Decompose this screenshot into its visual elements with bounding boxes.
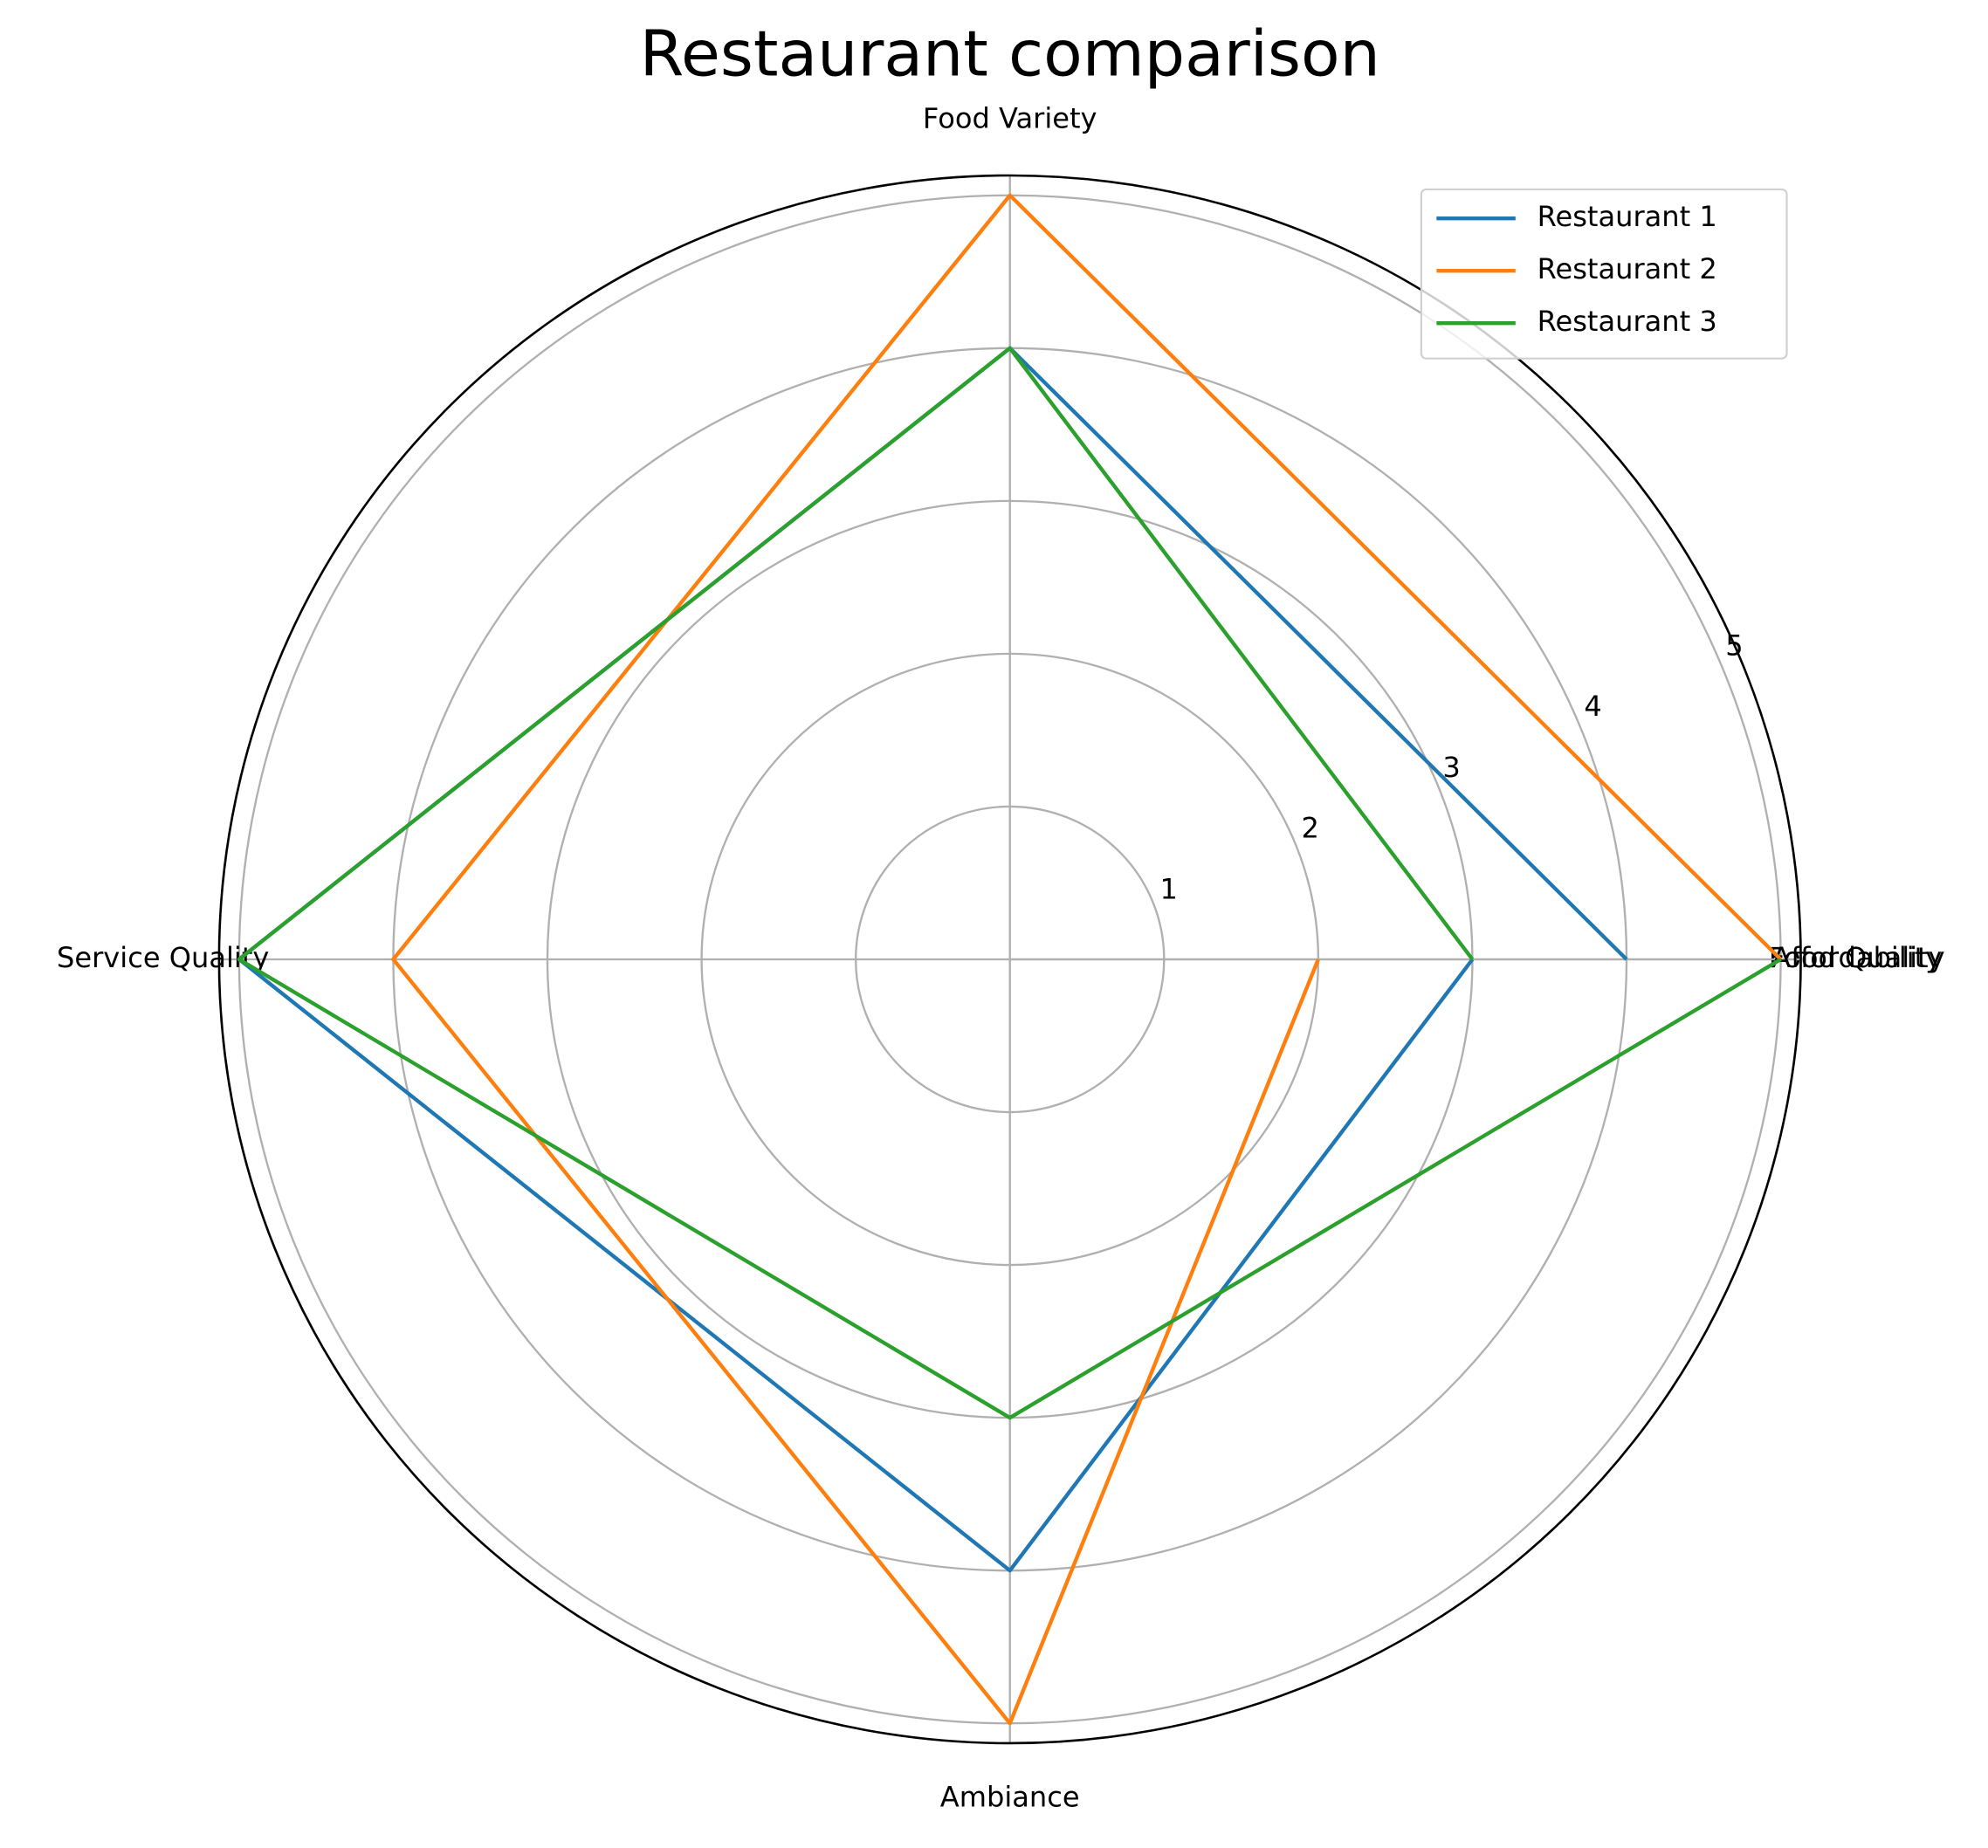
legend-label: Restaurant 1 (1537, 200, 1717, 233)
r-tick-label: 3 (1442, 751, 1460, 784)
category-label: Food Variety (923, 101, 1097, 134)
series-line (237, 346, 1782, 1420)
legend-frame (1420, 188, 1788, 360)
chart-title: Restaurant comparison (640, 18, 1380, 92)
category-label: Ambiance (940, 1781, 1080, 1814)
r-tick-label: 1 (1160, 873, 1178, 906)
legend: Restaurant 1 Restaurant 2 Restaurant 3 (1420, 188, 1788, 360)
legend-label: Restaurant 2 (1537, 252, 1717, 285)
category-label: Service Quality (57, 941, 269, 974)
legend-label: Restaurant 3 (1537, 305, 1717, 338)
series-line (391, 193, 1783, 1726)
outer-frame (217, 174, 1802, 1745)
category-label: Affordability (1771, 941, 1942, 974)
r-tick-label: 2 (1301, 812, 1318, 845)
r-tick-label: 4 (1584, 690, 1601, 723)
category-label: Food Quality (1769, 941, 1945, 974)
